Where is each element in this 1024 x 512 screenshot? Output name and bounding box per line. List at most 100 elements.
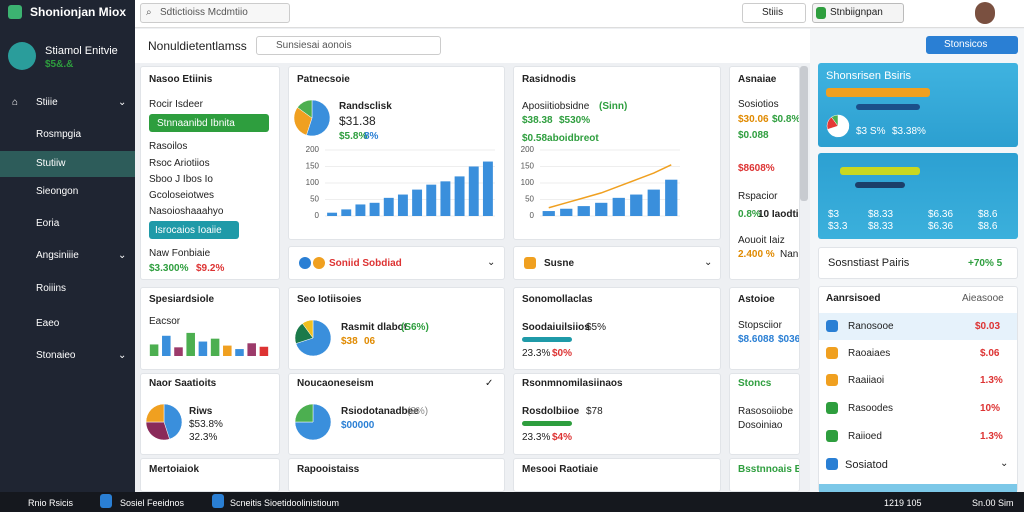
card-value: 23.3% — [522, 432, 551, 443]
search-text: Sdtictioiss Mcdmtiio — [160, 7, 248, 18]
primary-button[interactable] — [812, 3, 904, 23]
green-button[interactable] — [149, 114, 269, 132]
card-text: Naw Fonbiaie — [149, 248, 211, 259]
row-name[interactable]: Raaiiaoi — [848, 375, 885, 386]
sidebar — [0, 0, 135, 492]
card-value: 8% — [364, 131, 379, 142]
menu-item[interactable]: Angsiniiie — [36, 250, 79, 261]
card-text: Rasmit dlabot — [341, 322, 408, 333]
card-title: Nasoo Etiinis — [149, 74, 213, 85]
content-search[interactable] — [256, 36, 441, 55]
teal-button[interactable] — [149, 221, 239, 239]
row-highlight — [819, 313, 1017, 340]
summary-value: $3.38% — [892, 126, 926, 137]
panel-button[interactable] — [926, 36, 1018, 54]
row-icon — [826, 402, 838, 414]
button-text: Stonsicos — [944, 39, 988, 50]
row-name[interactable]: Ranosooe — [848, 321, 894, 332]
menu-item[interactable]: Stutiiw — [36, 158, 66, 169]
card-text: Aouoit Iaiz — [738, 235, 785, 246]
card: Bsstnnoais Bouar — [729, 458, 800, 492]
card: Soniid Sobdiad ⌄ — [288, 246, 505, 280]
card: Naor Saatioits Riws $53.8% 32.3% — [140, 373, 280, 455]
card-title: Stoncs — [738, 378, 772, 389]
card-text: Sosiotios — [738, 99, 779, 110]
card-text: Aposiitiobsidne — [522, 101, 590, 112]
list-action[interactable]: Aieasooe — [962, 293, 1004, 304]
row-icon — [826, 458, 838, 470]
card-value: 0.8% — [738, 209, 761, 220]
summary-bar — [826, 88, 930, 97]
section-title: Sosnstiast Pairis — [828, 257, 910, 269]
card: Rapooistaiss — [288, 458, 505, 492]
button-text: Stnnaanibd Ibnita — [157, 118, 235, 129]
row-icon — [826, 347, 838, 359]
card-value: 06 — [364, 336, 376, 347]
taskbar-item[interactable]: Rnio Rsicis — [28, 498, 74, 508]
taskbar-item[interactable]: Scneitis Sioetidoolinistioum — [230, 498, 340, 508]
row-name[interactable]: Raoaiaes — [848, 348, 891, 359]
card: Asnaiae Sosiotios $30.06 $0.8% $0.088 $8… — [729, 66, 800, 280]
card-value: $3.300% — [149, 263, 189, 274]
chevron: ⌄ — [487, 257, 496, 268]
row-name[interactable]: Rasoodes — [848, 403, 894, 414]
card-title: Sonomollaclas — [522, 294, 593, 305]
stat: $8.6 — [978, 209, 998, 220]
stat: $6.36 — [928, 209, 954, 220]
list-title: Aanrsisoed — [826, 293, 881, 304]
avatar — [8, 42, 36, 70]
card-value: $8608% — [738, 163, 775, 174]
card-value: $53.8% — [189, 419, 223, 430]
card-text: Nanio — [780, 249, 799, 260]
check: ✓ — [485, 378, 494, 389]
card: Susne ⌄ — [513, 246, 721, 280]
summary-bar — [856, 104, 920, 110]
card-text: Rocir Isdeer — [149, 99, 203, 110]
menu-item[interactable]: Roiiins — [36, 283, 67, 294]
card-value: 23.3% — [522, 348, 551, 359]
summary-title: Shonsrisen Bsiris — [826, 70, 911, 82]
card-text: Stopsciior — [738, 320, 782, 331]
filter-dropdown[interactable] — [742, 3, 806, 23]
card-text: Randsclisk — [339, 101, 392, 112]
card-text: Rspacior — [738, 191, 778, 202]
chevron: ⌄ — [704, 257, 713, 268]
card-title: Seo Iotiisoies — [297, 294, 362, 305]
user-avatar[interactable] — [975, 2, 995, 24]
menu-item[interactable]: Eaeo — [36, 318, 60, 329]
card-text: Sboo J Ibos Io — [149, 174, 213, 185]
active-menu-bg — [0, 151, 135, 177]
menu-item[interactable]: Eoria — [36, 218, 60, 229]
card: Stoncs Rasosoiiobe Dosoiniao — [729, 373, 800, 455]
search-box[interactable] — [140, 3, 290, 23]
summary-value: $3 S% — [856, 126, 886, 137]
menu-item[interactable]: Stonaieo — [36, 350, 76, 361]
card-text: $5% — [586, 322, 607, 333]
card-value: $38.38 — [522, 115, 553, 126]
scrollbar[interactable] — [800, 66, 808, 201]
menu-item[interactable]: Rosmpgia — [36, 129, 82, 140]
section-card[interactable] — [818, 247, 1018, 279]
card-value: $38 — [341, 336, 358, 347]
card: Noucaoneseism ✓ Rsiodotanadbee (3%) $000… — [288, 373, 505, 455]
card-title: Naor Saatioits — [149, 378, 217, 389]
card-text: (S6%) — [401, 322, 429, 333]
progress — [522, 421, 572, 426]
card: Patnecsoie Randsclisk $31.38 $5.8% 8% — [288, 66, 505, 240]
taskbar-icon — [212, 494, 224, 508]
card-value: $9.2% — [196, 263, 225, 274]
row-icon — [826, 374, 838, 386]
card-title: Mertoiaiok — [149, 464, 200, 475]
menu-item[interactable]: Sieongon — [36, 186, 79, 197]
menu-item[interactable]: Stiiie — [36, 97, 58, 108]
card-text: Dosoiniao — [738, 420, 783, 431]
list-footer[interactable]: Sosiatod — [845, 459, 888, 471]
card-value: 2.400 % — [738, 249, 775, 260]
card-title: Rsonmnomilasiinaos — [522, 378, 623, 389]
card-value: $036 — [778, 334, 800, 345]
card-text: Rsoc Ariotiios — [149, 158, 210, 169]
user-name: Stiamol Enitvie — [45, 45, 118, 57]
card-value: $30.06 — [738, 114, 769, 125]
row-name[interactable]: Raiioed — [848, 431, 882, 442]
taskbar-item[interactable]: Sosiel Feeidnos — [120, 498, 185, 508]
